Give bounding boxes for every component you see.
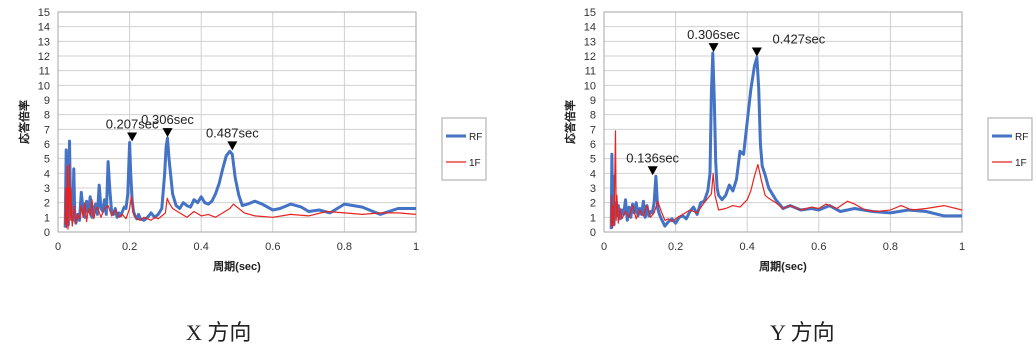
y-tick-label: 15: [584, 7, 596, 19]
y-tick-label: 12: [584, 51, 596, 63]
y-tick-label: 0: [44, 227, 50, 239]
y-tick-label: 2: [590, 198, 596, 210]
y-tick-label: 5: [590, 154, 596, 166]
y-tick-label: 8: [44, 110, 50, 122]
series-line-rf: [63, 136, 416, 228]
x-tick-label: 0.2: [668, 241, 683, 253]
peak-label: 0.306sec: [141, 112, 194, 127]
x-axis-title: 周期(sec): [759, 259, 807, 273]
y-axis-title: 応答倍率: [563, 100, 577, 144]
y-tick-label: 14: [584, 22, 596, 34]
plot-area: [603, 11, 963, 233]
x-tick-label: 0.2: [122, 241, 137, 253]
y-axis-title: 応答倍率: [17, 100, 31, 144]
peak-label: 0.306sec: [687, 27, 740, 42]
y-tick-label: 7: [44, 124, 50, 136]
x-axis-title: 周期(sec): [213, 259, 261, 273]
y-tick-label: 8: [590, 110, 596, 122]
legend-label-1f: 1F: [1015, 158, 1027, 169]
y-tick-label: 9: [44, 95, 50, 107]
legend-label-1f: 1F: [469, 158, 481, 169]
x-tick-label: 0.4: [740, 241, 755, 253]
legend-label-rf: RF: [1015, 132, 1028, 143]
peak-label: 0.487sec: [206, 125, 259, 140]
peak-marker: [647, 166, 658, 176]
y-tick-label: 9: [590, 95, 596, 107]
y-tick-label: 14: [38, 22, 50, 34]
y-tick-label: 7: [590, 124, 596, 136]
y-tick-label: 15: [38, 7, 50, 19]
y-tick-label: 6: [44, 139, 50, 151]
y-tick-label: 13: [38, 36, 50, 48]
y-tick-label: 10: [584, 80, 596, 92]
y-tick-label: 5: [44, 154, 50, 166]
chart-panel-x: 0 1 2 3 4 5 6 7 8 9 10 11 12 13 14 15 0 0.2 0.4 0.6 0.8 1 周期(s…: [17, 7, 487, 345]
legend-box: [441, 117, 487, 181]
chart-panel-y: 0 1 2 3 4 5 6 7 8 9 10 11 12 13 14 15 0 0.2 0.4 0.6 0.8 1 周期(s…: [518, 0, 1036, 347]
peak-label: 0.136sec: [626, 150, 679, 165]
x-tick-label: 0: [601, 241, 607, 253]
peak-marker: [127, 132, 138, 142]
y-tick-label: 11: [585, 66, 596, 78]
y-tick-label: 6: [590, 139, 596, 151]
x-tick-label: 1: [413, 241, 419, 253]
y-tick-label: 0: [590, 227, 596, 239]
peak-marker: [227, 141, 238, 151]
x-tick-label: 0.8: [883, 241, 898, 253]
x-tick-label: 0: [55, 241, 61, 253]
peak-marker: [162, 128, 173, 138]
x-tick-label: 0.4: [194, 241, 209, 253]
y-tick-label: 10: [38, 80, 50, 92]
x-tick-label: 0.8: [337, 241, 352, 253]
x-tick-label: 0.6: [811, 241, 826, 253]
y-tick-label: 13: [584, 36, 596, 48]
y-tick-label: 12: [38, 51, 50, 63]
series-line-1f: [64, 163, 417, 230]
peak-label: 0.427sec: [772, 31, 825, 46]
legend: RF 1F: [987, 117, 1033, 181]
series-line-1f: [610, 130, 963, 229]
chart-caption-y: Y 方向: [770, 320, 835, 345]
y-tick-label: 11: [39, 66, 50, 78]
plot-area: [57, 11, 417, 233]
peak-marker: [708, 43, 719, 53]
y-tick-label: 1: [44, 212, 50, 224]
peak-label: 0.207sec: [106, 117, 159, 132]
peak-marker: [751, 47, 762, 57]
y-tick-label: 2: [44, 198, 50, 210]
y-tick-label: 1: [590, 212, 596, 224]
chart-caption-x: X 方向: [186, 320, 252, 345]
y-tick-label: 3: [590, 183, 596, 195]
x-tick-label: 0.6: [265, 241, 280, 253]
legend-label-rf: RF: [469, 132, 482, 143]
y-tick-label: 3: [44, 183, 50, 195]
x-tick-label: 1: [959, 241, 965, 253]
y-tick-label: 4: [590, 168, 596, 180]
y-tick-label: 4: [44, 168, 50, 180]
legend-box: [987, 117, 1033, 181]
legend: RF 1F: [441, 117, 487, 181]
